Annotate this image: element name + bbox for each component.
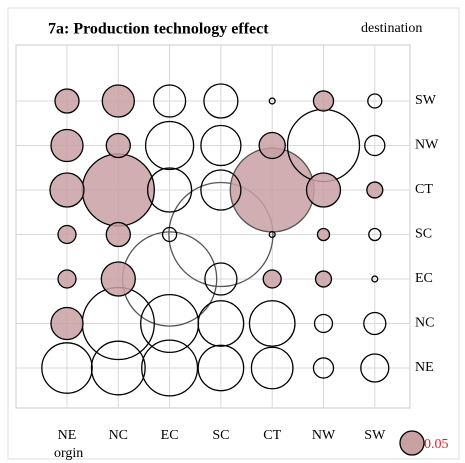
y-tick-label: NE	[415, 360, 434, 375]
bubble	[152, 84, 187, 118]
panel	[7, 7, 460, 460]
size-legend-label: 0.05	[424, 437, 449, 452]
bubble	[305, 172, 342, 208]
bubble	[367, 93, 383, 109]
y-tick-label: EC	[415, 271, 433, 286]
x-tick-label: NC	[109, 428, 128, 443]
bubble	[262, 269, 282, 289]
bubble	[312, 90, 335, 112]
y-tick-label: SW	[415, 93, 437, 108]
bubble	[100, 261, 136, 297]
bubble	[313, 313, 334, 334]
bubble	[168, 181, 274, 288]
x-tick-label: SC	[212, 428, 229, 443]
bubble	[204, 262, 238, 296]
bubble	[57, 269, 77, 289]
bubble	[360, 353, 390, 383]
bubble	[248, 300, 296, 347]
bubble	[81, 153, 155, 227]
x-tick-label: CT	[263, 428, 281, 443]
bubble	[316, 227, 331, 242]
bubble	[105, 132, 131, 159]
y-tick-label: SC	[415, 227, 432, 242]
plot-area	[15, 44, 411, 409]
bubble	[364, 134, 386, 157]
bubble	[312, 357, 335, 379]
size-legend-circle	[399, 430, 425, 456]
bubble	[268, 230, 276, 239]
bubble	[363, 311, 387, 336]
y-axis-label: destination	[361, 21, 422, 36]
bubble	[41, 342, 93, 394]
bubble	[197, 300, 245, 347]
x-tick-label: EC	[161, 428, 179, 443]
y-tick-label: CT	[415, 182, 433, 197]
bubble	[371, 275, 379, 283]
bubble	[50, 306, 84, 341]
bubble	[368, 227, 382, 242]
x-tick-label: NE	[58, 428, 77, 443]
x-tick-label: SW	[364, 428, 386, 443]
x-axis-label: orgin	[54, 446, 83, 461]
bubble	[200, 169, 242, 211]
bubble	[90, 340, 146, 396]
bubble	[314, 270, 333, 288]
bubble	[200, 124, 242, 167]
bubble	[50, 128, 84, 163]
bubble	[258, 131, 286, 160]
bubble	[250, 346, 294, 390]
bubble	[366, 181, 384, 199]
bubble	[146, 167, 193, 213]
bubble	[49, 172, 85, 208]
y-tick-label: NW	[415, 138, 439, 153]
bubble	[203, 83, 239, 119]
x-tick-label: NW	[312, 428, 336, 443]
bubble	[57, 224, 77, 245]
bubble	[144, 120, 195, 171]
bubble	[229, 147, 315, 233]
bubble	[54, 88, 80, 114]
bubble	[268, 97, 276, 105]
bubble	[101, 84, 135, 118]
bubble	[161, 226, 178, 243]
bubble	[105, 221, 131, 248]
y-tick-label: NC	[415, 316, 434, 331]
chart-title: 7a: Production technology effect	[48, 21, 269, 38]
bubble	[197, 344, 245, 392]
